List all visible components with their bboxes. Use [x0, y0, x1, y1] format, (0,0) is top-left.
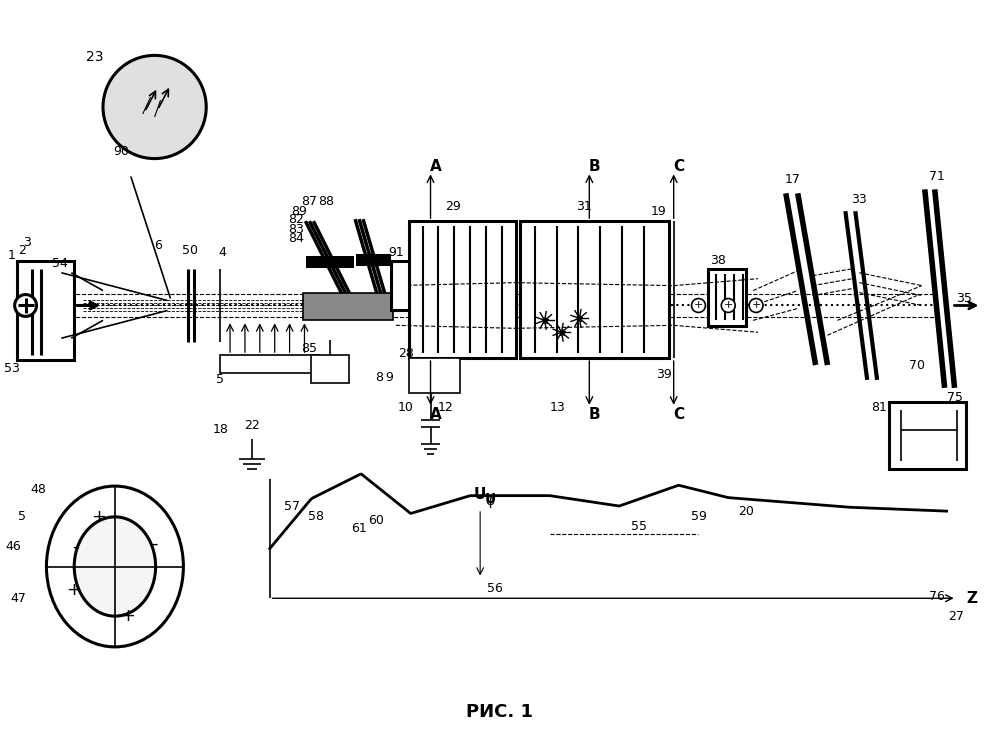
- Text: 58: 58: [309, 511, 325, 523]
- Text: 6: 6: [154, 239, 162, 252]
- Text: 31: 31: [576, 200, 592, 213]
- Text: 83: 83: [289, 223, 305, 235]
- Text: 88: 88: [319, 195, 335, 208]
- Text: 71: 71: [929, 170, 945, 183]
- Text: 12: 12: [438, 401, 454, 414]
- Text: 13: 13: [549, 401, 565, 414]
- Ellipse shape: [74, 517, 156, 616]
- Circle shape: [103, 55, 206, 159]
- Bar: [391, 261, 409, 311]
- Text: 5: 5: [18, 511, 26, 523]
- Text: C: C: [673, 159, 684, 174]
- Text: A: A: [430, 407, 442, 422]
- Text: 22: 22: [244, 419, 260, 432]
- Text: -: -: [72, 538, 79, 556]
- Text: U: U: [474, 486, 487, 502]
- Text: 35: 35: [956, 292, 972, 305]
- Text: 28: 28: [398, 347, 414, 359]
- Circle shape: [15, 294, 37, 317]
- Text: 3: 3: [23, 236, 31, 249]
- Text: 4: 4: [218, 246, 226, 259]
- Text: -: -: [152, 534, 158, 553]
- Bar: [304, 292, 393, 320]
- Text: 55: 55: [631, 520, 647, 534]
- Circle shape: [721, 299, 735, 312]
- Bar: [312, 355, 349, 383]
- Text: 27: 27: [949, 610, 964, 623]
- Text: 10: 10: [398, 401, 414, 414]
- Bar: [17, 261, 74, 360]
- Bar: [409, 221, 515, 358]
- Text: 33: 33: [851, 193, 867, 206]
- Text: 9: 9: [385, 371, 393, 384]
- Text: 20: 20: [738, 506, 754, 518]
- Circle shape: [691, 299, 705, 312]
- Text: 61: 61: [352, 523, 367, 535]
- Text: 87: 87: [302, 195, 318, 208]
- Text: 91: 91: [388, 246, 404, 259]
- Text: +: +: [723, 300, 733, 311]
- Text: 56: 56: [488, 582, 502, 595]
- Text: 59: 59: [690, 511, 706, 523]
- Bar: [519, 221, 668, 358]
- Text: РИС. 1: РИС. 1: [466, 703, 532, 722]
- Bar: [220, 355, 320, 373]
- Text: +: +: [120, 607, 135, 625]
- Text: 90: 90: [113, 145, 129, 158]
- Text: 39: 39: [656, 368, 671, 382]
- Text: φ: φ: [486, 494, 495, 508]
- Text: B: B: [588, 407, 600, 422]
- Text: +: +: [66, 582, 81, 599]
- Text: 29: 29: [446, 200, 462, 213]
- Text: 70: 70: [909, 359, 925, 371]
- Ellipse shape: [46, 486, 184, 647]
- Text: 47: 47: [11, 592, 27, 604]
- Bar: [889, 401, 966, 469]
- Bar: [307, 256, 354, 268]
- Text: 85: 85: [302, 342, 318, 355]
- Text: 1: 1: [8, 249, 16, 262]
- Text: 60: 60: [368, 514, 384, 528]
- Text: U: U: [485, 492, 496, 506]
- Text: 2: 2: [18, 244, 26, 258]
- Text: 46: 46: [6, 540, 22, 554]
- Text: 82: 82: [289, 213, 305, 226]
- Text: 38: 38: [710, 255, 726, 267]
- Bar: [708, 269, 746, 326]
- Text: 18: 18: [212, 423, 228, 436]
- Circle shape: [749, 299, 763, 312]
- Text: 17: 17: [785, 173, 801, 186]
- Text: 23: 23: [86, 50, 104, 64]
- Text: 50: 50: [183, 244, 199, 258]
- Text: +: +: [751, 300, 761, 311]
- Text: 8: 8: [375, 371, 383, 384]
- Text: +: +: [92, 508, 107, 526]
- Text: Z: Z: [966, 590, 977, 606]
- Text: 5: 5: [216, 373, 224, 387]
- Text: 53: 53: [4, 362, 20, 374]
- Text: 89: 89: [292, 204, 308, 218]
- Text: 84: 84: [289, 232, 305, 246]
- Bar: [409, 358, 461, 393]
- Text: 75: 75: [946, 391, 963, 404]
- Text: 57: 57: [284, 500, 300, 514]
- Text: A: A: [430, 159, 442, 174]
- Text: 81: 81: [871, 401, 887, 414]
- Text: B: B: [588, 159, 600, 174]
- Text: 48: 48: [31, 483, 46, 496]
- Text: 54: 54: [52, 258, 68, 270]
- Text: C: C: [673, 407, 684, 422]
- Bar: [356, 254, 391, 266]
- Text: 76: 76: [929, 590, 945, 603]
- Text: +: +: [693, 300, 703, 311]
- Text: 19: 19: [651, 204, 666, 218]
